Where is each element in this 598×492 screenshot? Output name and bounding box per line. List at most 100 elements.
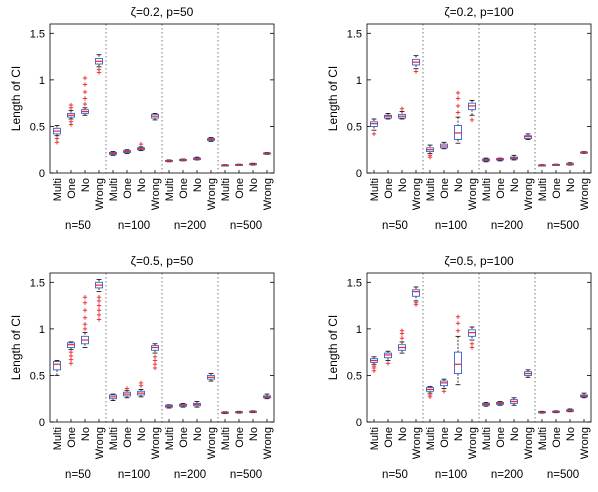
box-n100-no [454, 90, 462, 144]
outlier-point [152, 358, 158, 363]
method-label-multi: Multi [220, 178, 232, 201]
box-n500-one [552, 410, 560, 414]
method-label-multi: Multi [108, 427, 120, 450]
method-label-wrong: Wrong [411, 178, 423, 210]
box-n200-wrong [524, 133, 532, 140]
method-label-multi: Multi [537, 427, 549, 450]
outlier-point [469, 341, 475, 346]
group-label: n=50 [65, 469, 91, 481]
method-label-no: No [192, 427, 204, 441]
y-axis-label: Length of CI [9, 66, 23, 131]
chart-title: ζ=0.5, p=100 [444, 254, 514, 268]
method-label-wrong: Wrong [206, 178, 218, 210]
outlier-point [96, 295, 102, 300]
box-n100-multi [426, 386, 434, 400]
y-tick-label: 0.5 [30, 370, 45, 382]
box-n500-one [235, 410, 243, 414]
y-axis-label: Length of CI [9, 315, 23, 380]
method-label-multi: Multi [52, 427, 64, 450]
chart-title: ζ=0.2, p=50 [131, 5, 194, 19]
method-label-wrong: Wrong [579, 427, 591, 459]
method-label-one: One [383, 427, 395, 448]
axes-frame [366, 23, 592, 174]
method-label-no: No [192, 178, 204, 192]
method-label-wrong: Wrong [94, 427, 106, 459]
y-tick-label: 0 [39, 417, 45, 429]
method-label-wrong: Wrong [467, 427, 479, 459]
axes-frame [49, 272, 275, 423]
outlier-point [82, 326, 88, 332]
y-tick-label: 0.5 [347, 370, 362, 382]
outlier-point [371, 363, 377, 369]
box-n200-one [496, 157, 504, 162]
group-label: n=50 [65, 220, 91, 232]
outlier-point [152, 365, 158, 371]
method-label-one: One [122, 178, 134, 199]
box-n500-wrong [580, 151, 588, 154]
box-n50-no [398, 328, 406, 354]
method-label-no: No [565, 178, 577, 192]
outlier-point [399, 328, 405, 333]
box-n200-multi [165, 159, 173, 163]
box-n200-one [179, 402, 187, 408]
box-n500-one [552, 163, 560, 166]
chart-title: ζ=0.2, p=100 [444, 5, 514, 19]
outlier-point [455, 328, 461, 333]
method-label-no: No [397, 178, 409, 192]
outlier-point [96, 67, 102, 72]
outlier-point [68, 119, 74, 124]
method-label-no: No [509, 178, 521, 192]
box-n100-wrong [151, 343, 159, 371]
method-label-multi: Multi [537, 178, 549, 201]
box-n500-no [566, 162, 574, 166]
box-n50-multi [53, 125, 61, 145]
method-label-one: One [178, 178, 190, 199]
outlier-point [68, 102, 74, 108]
outlier-point [413, 69, 419, 74]
y-tick-label: 0.5 [30, 121, 45, 133]
method-label-wrong: Wrong [579, 178, 591, 210]
method-label-one: One [66, 427, 78, 448]
outlier-point [469, 345, 475, 350]
group-label: n=500 [547, 220, 579, 232]
y-tick-label: 0.5 [347, 121, 362, 133]
group-label: n=100 [118, 220, 150, 232]
outlier-point [82, 322, 88, 327]
box-n100-one [440, 141, 448, 150]
box-n500-multi [538, 164, 546, 167]
box-n200-one [496, 401, 504, 406]
y-tick-label: 0 [356, 168, 362, 180]
outlier-point [68, 361, 74, 366]
outlier-point [427, 392, 433, 398]
box-n100-wrong [151, 113, 159, 121]
outlier-point [68, 349, 74, 355]
box-n50-one [384, 113, 392, 120]
method-label-one: One [495, 427, 507, 448]
box-n500-multi [538, 410, 546, 414]
group-label: n=200 [491, 469, 523, 481]
method-label-multi: Multi [425, 427, 437, 450]
box-n100-multi [109, 393, 117, 401]
method-label-no: No [509, 427, 521, 441]
outlier-point [399, 335, 405, 341]
box-n50-wrong [95, 279, 103, 322]
method-label-no: No [453, 178, 465, 192]
box-n50-one [384, 350, 392, 366]
y-axis-label: Length of CI [326, 66, 340, 131]
box-n100-no [137, 380, 145, 398]
y-axis-label: Length of CI [326, 315, 340, 380]
method-label-wrong: Wrong [150, 178, 162, 210]
method-label-no: No [136, 178, 148, 192]
outlier-point [427, 153, 433, 158]
box-n500-wrong [263, 152, 271, 155]
method-label-multi: Multi [369, 178, 381, 201]
box-n50-wrong [412, 55, 420, 74]
group-label: n=100 [435, 220, 467, 232]
y-tick-label: 1.5 [347, 28, 362, 40]
box-n200-multi [165, 404, 173, 409]
outlier-point [399, 106, 405, 111]
method-label-one: One [383, 178, 395, 199]
box-n100-multi [109, 151, 117, 156]
group-label: n=200 [174, 220, 206, 232]
group-label: n=500 [230, 469, 262, 481]
